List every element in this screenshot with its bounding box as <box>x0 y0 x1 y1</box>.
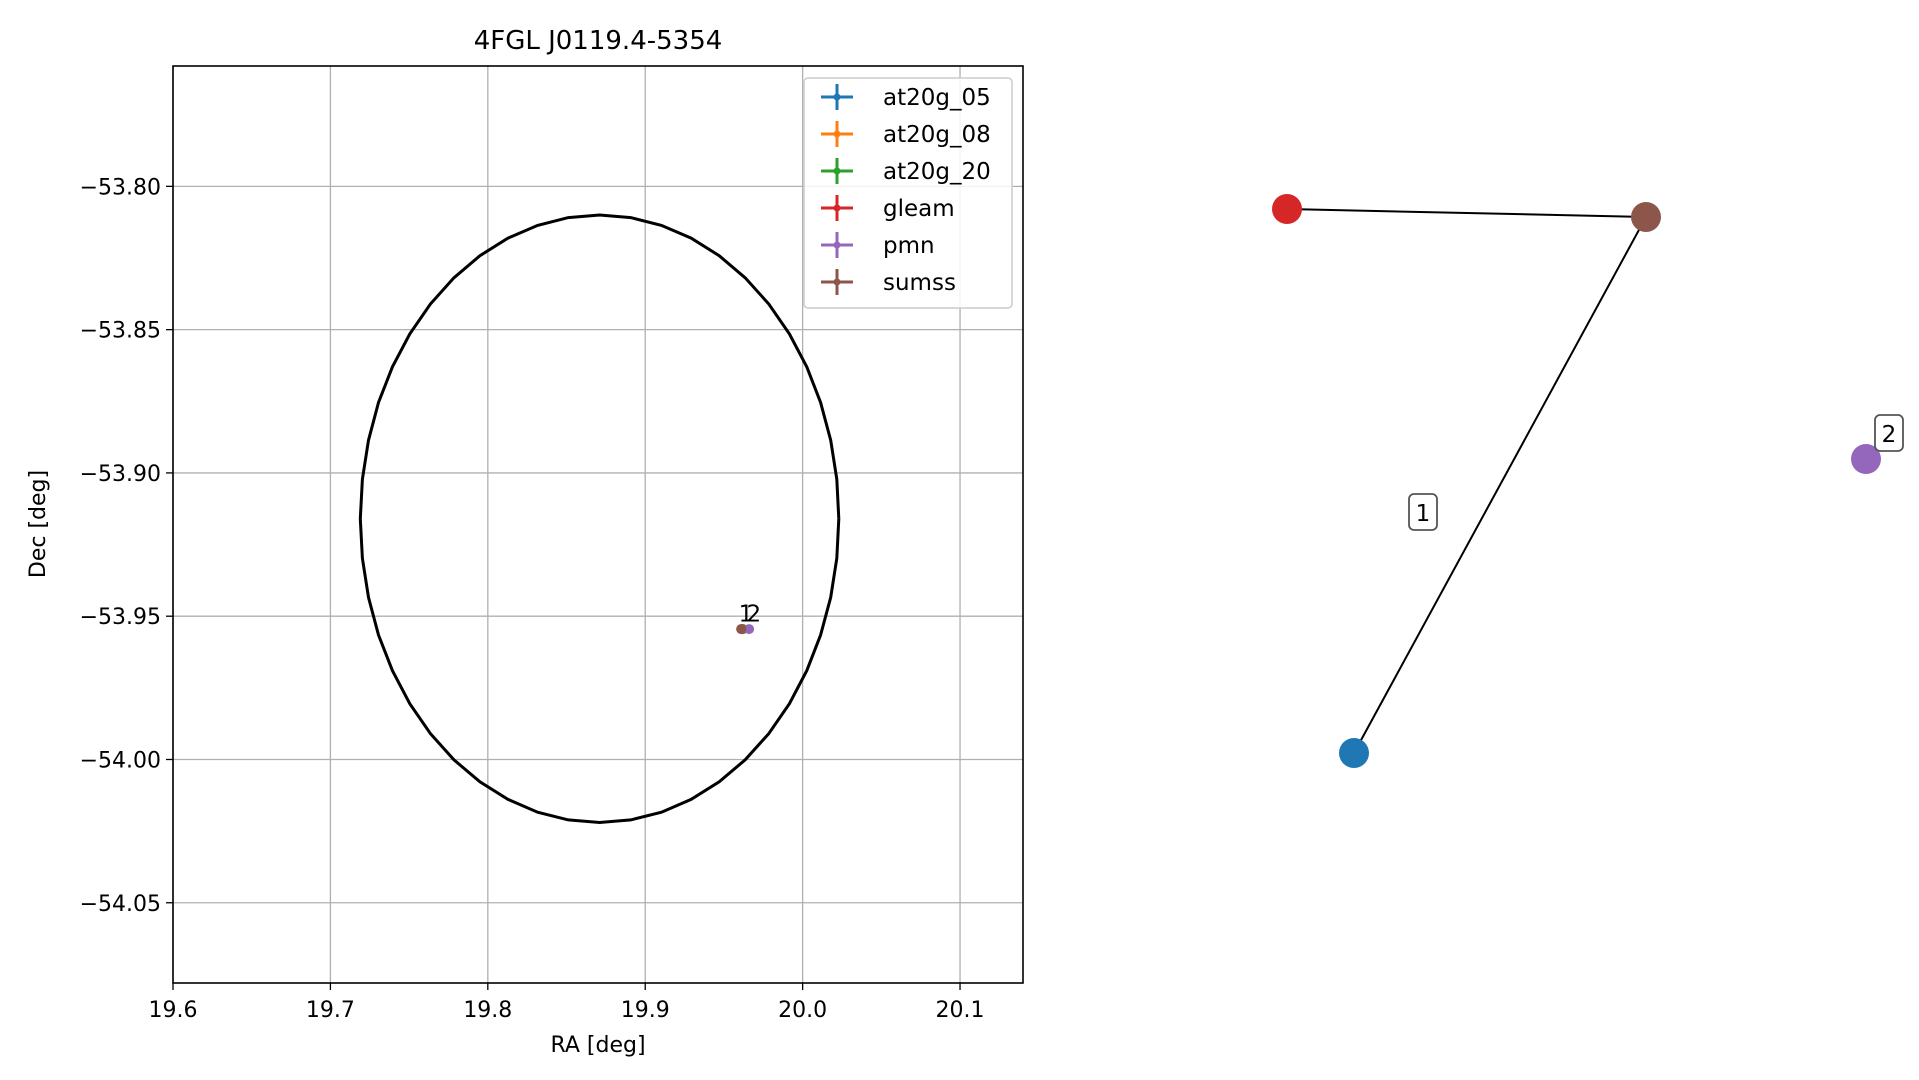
y-axis-label: Dec [deg] <box>26 470 51 578</box>
legend-entry-at20g_05: at20g_05 <box>883 85 991 111</box>
error-ellipse <box>358 213 841 825</box>
diagram-node-sumss <box>1631 202 1661 232</box>
point-label: 2 <box>747 602 762 628</box>
point-sumss <box>736 624 747 635</box>
diagram-edge <box>1353 216 1647 754</box>
diagram-edge <box>1286 208 1647 218</box>
point-labels-layer: 12 <box>739 602 762 628</box>
y-tick-label: −53.85 <box>80 319 161 344</box>
y-tick-label: −53.80 <box>80 175 161 200</box>
x-tick-label: 19.8 <box>463 998 512 1023</box>
x-tick-label: 20.1 <box>936 998 985 1023</box>
diagram-node-at20g <box>1339 738 1369 768</box>
legend-marker-at20g_08 <box>833 130 841 138</box>
point-label: 1 <box>739 602 754 628</box>
diagram-label-box <box>1408 493 1438 531</box>
x-tick-label: 19.6 <box>149 998 198 1023</box>
x-tick-label: 19.7 <box>306 998 355 1023</box>
diagram-label: 1 <box>1416 501 1431 527</box>
legend-entry-at20g_08: at20g_08 <box>883 122 991 148</box>
plot-frame <box>172 65 1024 984</box>
x-axis-ticks: 19.6 19.7 19.8 19.9 20.0 20.1 <box>149 983 985 1023</box>
legend-entry-gleam: gleam <box>883 196 955 222</box>
y-tick-label: −53.95 <box>80 605 161 630</box>
diagram-node-pmn <box>1851 444 1881 474</box>
y-axis-ticks: −53.80 −53.85 −53.90 −53.95 −54.00 −54.05 <box>80 175 173 917</box>
legend-box <box>803 77 1013 309</box>
x-tick-label: 20.0 <box>778 998 827 1023</box>
data-points-layer <box>736 624 755 635</box>
x-axis-label: RA [deg] <box>550 1033 645 1058</box>
legend-marker-sumss <box>833 278 841 286</box>
legend-marker-at20g_20 <box>833 167 841 175</box>
diagram-label-box <box>1874 414 1904 452</box>
diagram-label: 2 <box>1882 422 1897 448</box>
y-tick-label: −53.90 <box>80 462 161 487</box>
legend-marker-gleam <box>833 204 841 212</box>
chart-title: 4FGL J0119.4-5354 <box>474 26 723 56</box>
legend-marker-at20g_05 <box>833 93 841 101</box>
point-pmn <box>744 624 755 635</box>
match-diagram: 12 <box>1272 194 1904 768</box>
y-tick-label: −54.05 <box>80 892 161 917</box>
diagram-node-gleam <box>1272 194 1302 224</box>
error-ellipse-layer <box>358 213 841 825</box>
legend-entry-pmn: pmn <box>883 233 935 259</box>
legend-marker-pmn <box>833 241 841 249</box>
legend-entry-at20g_20: at20g_20 <box>883 159 991 185</box>
x-tick-label: 19.9 <box>621 998 670 1023</box>
y-tick-label: −54.00 <box>80 748 161 773</box>
legend-entry-sumss: sumss <box>883 270 956 296</box>
